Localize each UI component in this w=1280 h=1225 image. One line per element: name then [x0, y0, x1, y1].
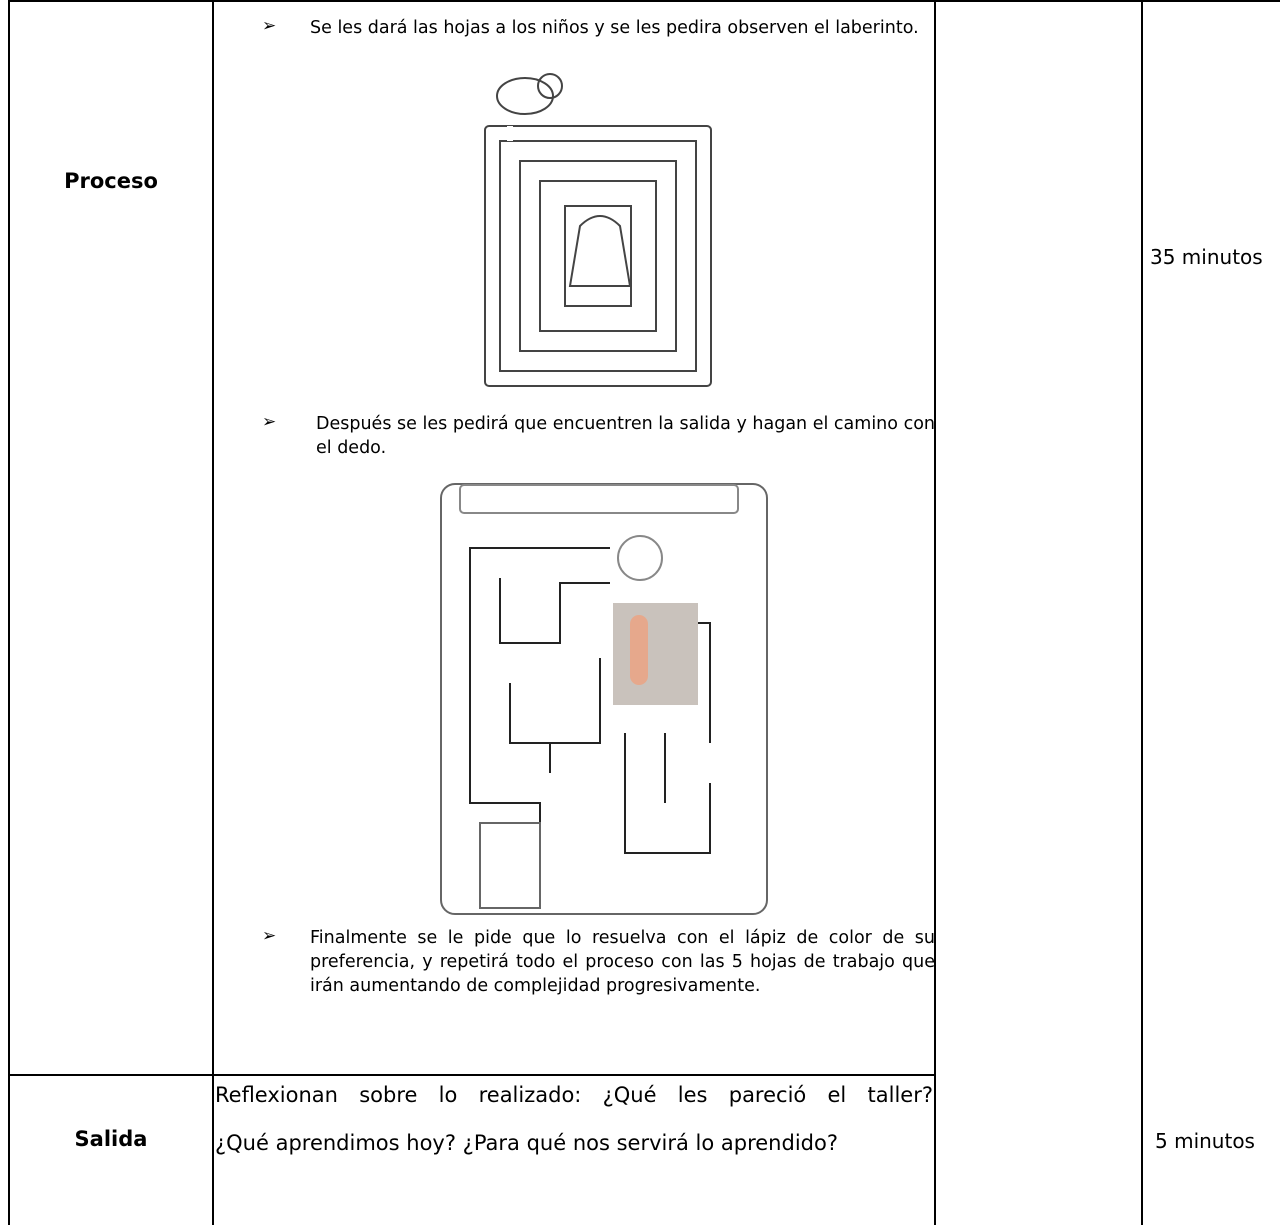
- reflection-line: ¿Qué aprendimos hoy? ¿Para qué nos servi…: [215, 1131, 838, 1155]
- border: [212, 0, 214, 1225]
- time: 5 minutos: [1155, 1129, 1255, 1153]
- stage: Salida: [74, 1127, 148, 1151]
- bullet: ➢: [262, 412, 277, 432]
- step: Finalmente se le pide que lo resuelva co…: [310, 928, 935, 996]
- step: Después se les pedirá que encuentren la …: [316, 414, 935, 458]
- step: Se les dará las hojas a los niños y se l…: [310, 18, 919, 38]
- reflection-line: Reflexionan sobre lo realizado: ¿Qué les…: [215, 1083, 933, 1107]
- maze-image: [484, 73, 712, 387]
- bullet: ➢: [262, 926, 277, 946]
- time: 35 minutos: [1150, 245, 1263, 269]
- border: [8, 1074, 936, 1076]
- border: [8, 0, 10, 1225]
- border: [8, 0, 1280, 2]
- border: [934, 0, 936, 1225]
- bullet: ➢: [262, 16, 277, 36]
- maze-image: [440, 483, 768, 915]
- stage: Proceso: [64, 169, 158, 193]
- border: [1141, 0, 1143, 1225]
